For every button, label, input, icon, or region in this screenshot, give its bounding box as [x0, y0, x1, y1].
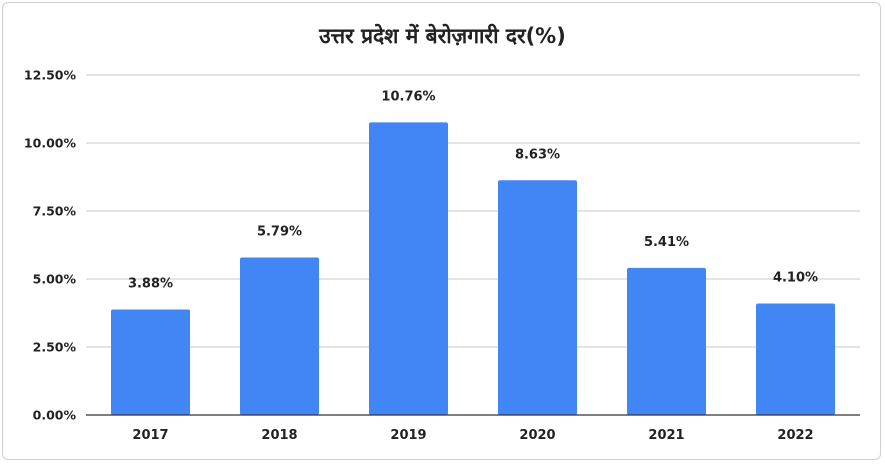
y-tick-label: 0.00% — [33, 408, 77, 423]
y-tick-label: 2.50% — [33, 340, 77, 355]
x-tick-label: 2020 — [519, 428, 555, 443]
x-tick-label: 2019 — [390, 428, 426, 443]
y-tick-label: 7.50% — [33, 204, 77, 219]
bar-2020 — [498, 180, 577, 415]
data-label-2019: 10.76% — [381, 89, 435, 104]
y-tick-label: 10.00% — [24, 136, 77, 151]
chart-title: उत्तर प्रदेश में बेरोज़गारी दर(%) — [319, 24, 566, 48]
bar-2022 — [756, 303, 835, 415]
y-tick-label: 12.50% — [24, 68, 77, 83]
x-tick-label: 2017 — [132, 428, 168, 443]
x-tick-label: 2021 — [648, 428, 684, 443]
data-label-2022: 4.10% — [773, 270, 818, 285]
x-tick-label: 2018 — [261, 428, 297, 443]
data-label-2018: 5.79% — [257, 225, 302, 240]
data-label-2017: 3.88% — [128, 276, 173, 291]
data-label-2020: 8.63% — [515, 147, 560, 162]
gridlines — [86, 74, 860, 348]
x-axis-ticks: 2017 2018 2019 2020 2021 2022 — [132, 428, 813, 443]
y-tick-label: 5.00% — [33, 272, 77, 287]
data-labels: 3.88% 5.79% 10.76% 8.63% 5.41% 4.10% — [128, 89, 818, 291]
bar-2019 — [369, 122, 448, 415]
bar-2017 — [111, 309, 190, 415]
bar-2018 — [240, 257, 319, 415]
x-tick-label: 2022 — [777, 428, 813, 443]
bar-2021 — [627, 267, 706, 415]
data-label-2021: 5.41% — [644, 235, 689, 250]
y-axis-ticks: 0.00% 2.50% 5.00% 7.50% 10.00% 12.50% — [24, 68, 77, 423]
bars — [111, 122, 835, 415]
